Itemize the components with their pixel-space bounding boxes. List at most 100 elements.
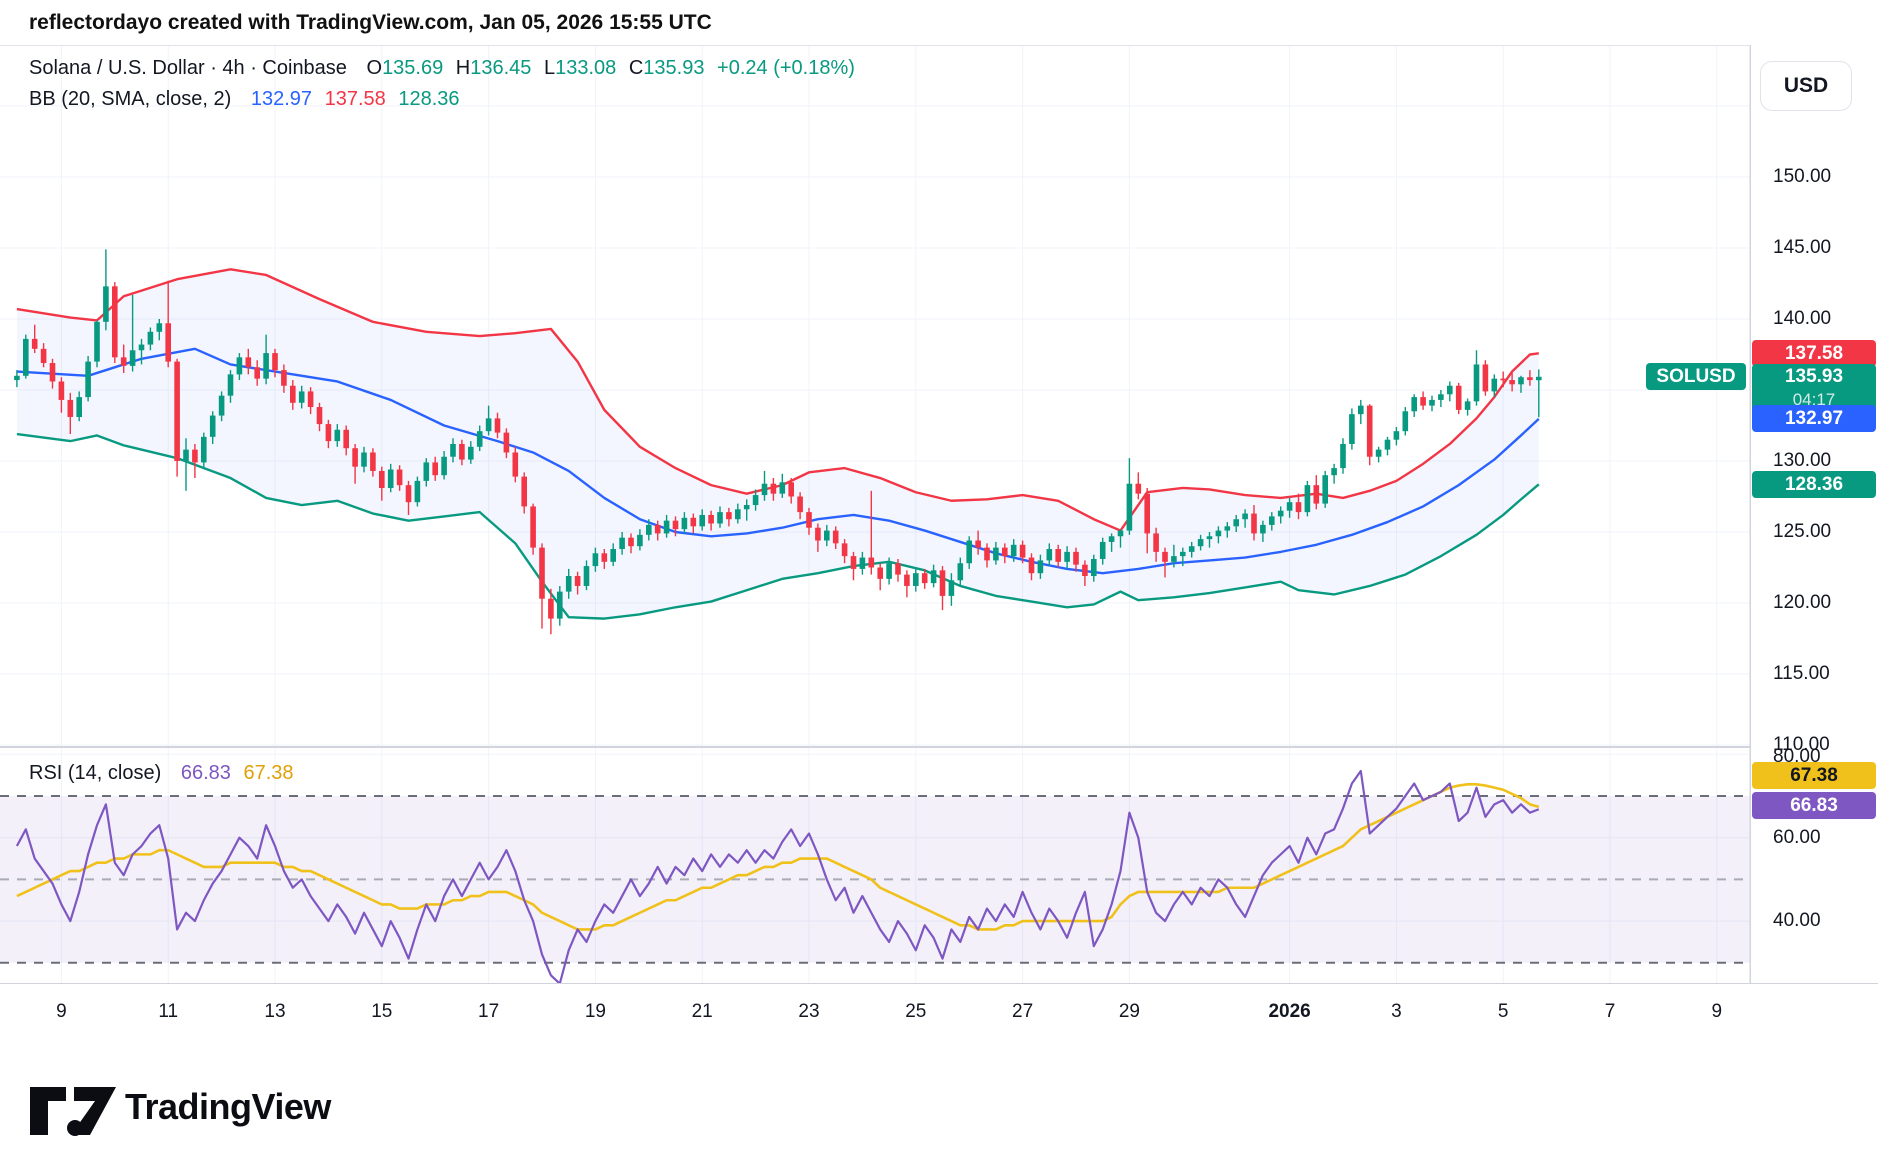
candle-body	[450, 443, 456, 457]
candle-body	[263, 353, 269, 379]
candle-body	[334, 429, 341, 442]
tradingview-brand-text: TradingView	[125, 1086, 331, 1127]
candle-body	[1260, 524, 1266, 534]
candle-body	[824, 530, 830, 541]
candle-body	[14, 375, 20, 381]
candle-body	[49, 363, 56, 382]
candle-body	[921, 573, 928, 584]
candle-body	[966, 540, 972, 564]
time-axis-label: 11	[158, 1001, 179, 1022]
candle-body	[1215, 530, 1222, 537]
close-value: 135.93	[643, 57, 705, 79]
candle-body	[112, 286, 118, 358]
time-axis-label: 5	[1497, 1001, 1509, 1022]
candle-body	[405, 485, 412, 503]
candle-body	[877, 567, 883, 579]
candle-body	[690, 517, 697, 527]
candle-body	[494, 418, 501, 433]
candle-body	[370, 452, 376, 471]
price-axis[interactable]: USD 150.00 145.00 140.00 130.00 125.00 120.00…	[1750, 45, 1878, 983]
candle-body	[957, 563, 964, 581]
candle-body	[521, 476, 527, 507]
candle-body	[307, 391, 314, 408]
price-tick-label: 145.00	[1773, 237, 1832, 258]
symbol-legend[interactable]: Solana / U.S. Dollar · 4h · Coinbase O13…	[29, 57, 855, 80]
candle-body	[1010, 544, 1017, 557]
candle-body	[476, 431, 483, 447]
candle-body	[1411, 397, 1417, 412]
candle-body	[1384, 439, 1391, 450]
candle-body	[281, 370, 287, 386]
candle-body	[1295, 502, 1302, 513]
candle-body	[1028, 557, 1035, 574]
candle-body	[806, 512, 812, 528]
time-axis-label: 15	[371, 1001, 393, 1022]
low-value: 133.08	[555, 57, 617, 79]
candle-body	[1091, 558, 1097, 577]
candle-body	[147, 331, 154, 345]
candle-body	[984, 547, 990, 561]
symbol-title: Solana / U.S. Dollar · 4h · Coinbase	[29, 57, 347, 79]
candle-body	[120, 357, 127, 366]
price-tick-label: 130.00	[1773, 450, 1832, 471]
candle-body	[209, 415, 216, 437]
candle-body	[1500, 378, 1506, 381]
time-axis-label: 21	[691, 1001, 713, 1022]
candle-body	[574, 576, 581, 586]
open-value: 135.69	[382, 57, 444, 79]
low-label: L	[543, 57, 556, 79]
candle-body	[530, 506, 536, 548]
candle-body	[610, 549, 616, 562]
candle-body	[735, 509, 741, 520]
candle-body	[1269, 516, 1275, 525]
bb-label: BB (20, SMA, close, 2)	[29, 88, 232, 110]
rsi-ma-badge: 67.38	[1752, 762, 1876, 789]
candle-body	[1073, 551, 1079, 565]
candle-body	[1518, 377, 1524, 385]
candle-body	[654, 524, 661, 534]
candle-body	[1429, 399, 1435, 406]
rsi-legend[interactable]: RSI (14, close) 66.83 67.38	[29, 762, 294, 785]
candle-body	[619, 537, 625, 550]
candle-body	[192, 449, 198, 463]
candle-body	[708, 514, 714, 524]
candle-body	[815, 527, 821, 541]
candle-body	[325, 424, 332, 442]
time-axis[interactable]: 9 11 13 15 17 19 21 23 25 27 29 2026 3 5 7 9	[0, 983, 1878, 1046]
price-tick-label: 115.00	[1773, 663, 1830, 684]
candle-body	[218, 395, 225, 416]
high-value: 136.45	[470, 57, 532, 79]
currency-button[interactable]: USD	[1760, 61, 1852, 111]
candle-body	[930, 570, 937, 584]
candle-body	[485, 418, 492, 432]
bb-legend[interactable]: BB (20, SMA, close, 2) 132.97 137.58 128…	[29, 88, 460, 111]
candle-body	[779, 482, 786, 494]
candle-body	[1153, 533, 1159, 552]
candle-body	[1482, 364, 1489, 392]
candle-body	[743, 505, 750, 510]
candle-body	[174, 361, 180, 461]
time-axis-label: 25	[905, 1001, 927, 1022]
candle-body	[58, 381, 65, 400]
time-axis-label: 17	[478, 1001, 500, 1022]
candle-body	[1082, 564, 1088, 577]
rsi-line	[15, 769, 1540, 985]
candle-body	[904, 574, 910, 586]
attribution-text: reflectordayo created with TradingView.c…	[29, 11, 712, 34]
candle-body	[761, 483, 768, 496]
candle-body	[788, 482, 794, 497]
candle-body	[1366, 405, 1373, 457]
time-axis-label: 29	[1118, 1001, 1140, 1022]
bb-lower-badge: 128.36	[1752, 470, 1876, 498]
candle-body	[343, 429, 349, 449]
candle-body	[539, 547, 545, 599]
candle-body	[40, 348, 47, 364]
candle-body	[396, 469, 403, 486]
candle-body	[138, 344, 145, 351]
candle-body	[156, 323, 163, 332]
time-axis-label: 2026	[1268, 1001, 1311, 1022]
candle-body	[868, 557, 875, 568]
candle-body	[245, 357, 252, 368]
candle-body	[1117, 530, 1124, 537]
